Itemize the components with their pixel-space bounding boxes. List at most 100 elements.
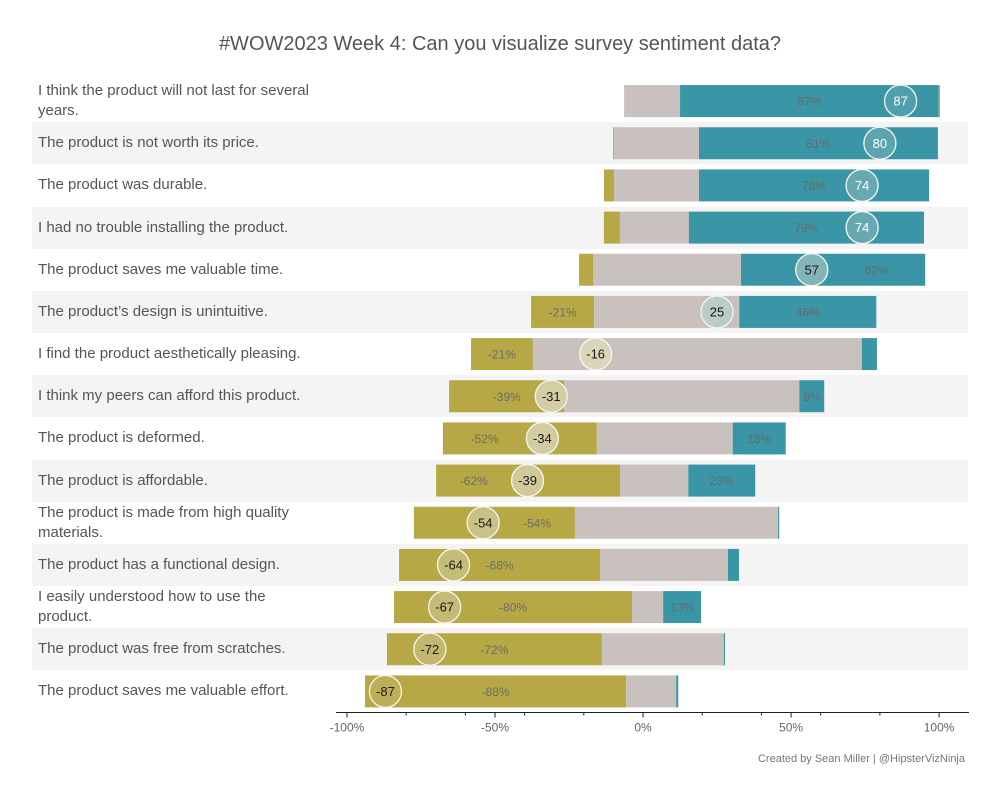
- score-marker[interactable]: -54: [466, 506, 500, 540]
- bar-segment-positive[interactable]: [732, 422, 786, 455]
- score-value-label: 87: [893, 94, 907, 109]
- score-value-label: 74: [855, 220, 869, 235]
- bar-segment-neutral[interactable]: [596, 422, 733, 455]
- bar-segment-neutral[interactable]: [600, 548, 728, 581]
- bar-segment-positive[interactable]: [723, 633, 726, 666]
- negative-percent-label: -62%: [460, 474, 488, 488]
- bar-segment-positive[interactable]: [741, 253, 926, 286]
- bar-segment-negative[interactable]: [365, 675, 627, 708]
- positive-percent-label: 79%: [794, 221, 818, 235]
- bar-segment-neutral[interactable]: [626, 675, 677, 708]
- bar-segment-neutral[interactable]: [620, 464, 689, 497]
- bar-segment-positive[interactable]: [663, 591, 702, 624]
- score-circle[interactable]: [510, 463, 545, 498]
- score-circle[interactable]: [525, 421, 560, 456]
- bar-segment-positive[interactable]: [739, 295, 877, 328]
- bar-segment-positive[interactable]: [861, 338, 877, 371]
- score-layer: 87 80 74 74 57 25 -16 -31 -34 -39 -54 -64 -67 -72 -87: [368, 84, 918, 709]
- row-label-text: The product is deformed.: [38, 429, 205, 447]
- bar-segment-positive[interactable]: [688, 464, 756, 497]
- row-label-text: I find the product aesthetically pleasin…: [38, 345, 301, 363]
- bar-segment-neutral[interactable]: [564, 380, 800, 413]
- score-value-label: 57: [805, 262, 819, 277]
- percent-label-layer: 87% 81% 78% 79% 62% -21% 46% -21% -39% 8% -52% 18% -…: [460, 95, 889, 699]
- score-marker[interactable]: 80: [863, 126, 897, 160]
- row-label-text: The product was durable.: [38, 176, 208, 194]
- chart-title: #WOW2023 Week 4: Can you visualize surve…: [218, 33, 782, 55]
- bar-segment-neutral[interactable]: [574, 506, 779, 539]
- bar-segment-positive[interactable]: [778, 506, 780, 539]
- score-marker[interactable]: 25: [700, 295, 734, 329]
- score-marker[interactable]: -67: [428, 590, 462, 624]
- score-circle[interactable]: [795, 253, 829, 287]
- score-marker[interactable]: 74: [845, 210, 879, 245]
- bar-segment-neutral[interactable]: [619, 211, 689, 244]
- positive-percent-label: 18%: [747, 432, 771, 446]
- positive-percent-label: 8%: [803, 390, 821, 404]
- score-marker[interactable]: 57: [795, 253, 829, 287]
- negative-percent-label: -52%: [471, 432, 499, 446]
- bar-segment-neutral[interactable]: [601, 633, 724, 666]
- positive-percent-label: 46%: [796, 305, 820, 319]
- row-label-text: The product is not worth its price.: [38, 134, 259, 152]
- bar-segment-neutral[interactable]: [632, 591, 664, 624]
- score-marker[interactable]: -39: [510, 463, 545, 498]
- score-marker[interactable]: -31: [534, 379, 568, 413]
- row-label: I think the product will not last for se…: [38, 80, 318, 122]
- row-label: The product saves me valuable effort.: [38, 670, 318, 712]
- row-label: The product is affordable.: [38, 460, 318, 502]
- row-label: The product was durable.: [38, 164, 318, 206]
- score-marker[interactable]: -34: [525, 421, 560, 456]
- score-marker[interactable]: -87: [368, 674, 403, 709]
- score-circle[interactable]: [863, 126, 897, 160]
- score-marker[interactable]: -72: [413, 632, 447, 666]
- score-circle[interactable]: [579, 337, 613, 371]
- score-circle[interactable]: [368, 674, 403, 709]
- bar-segment-positive[interactable]: [727, 548, 739, 581]
- bar-segment-positive[interactable]: [698, 127, 938, 160]
- bar-segment-positive[interactable]: [799, 380, 825, 413]
- negative-percent-label: -72%: [480, 643, 508, 657]
- row-label-text: The product is made from high quality ma…: [38, 503, 289, 541]
- row-label-text: The product was free from scratches.: [38, 640, 286, 658]
- bar-segment-negative[interactable]: [613, 127, 615, 160]
- score-marker[interactable]: -16: [579, 337, 613, 371]
- bar-segment-positive[interactable]: [688, 211, 924, 244]
- bar-segment-neutral[interactable]: [614, 169, 699, 202]
- bar-segment-negative[interactable]: [471, 338, 533, 371]
- score-marker[interactable]: 87: [883, 84, 918, 118]
- score-circle[interactable]: [466, 506, 500, 540]
- bar-segment-negative[interactable]: [603, 211, 620, 244]
- bar-segment-positive[interactable]: [676, 675, 679, 708]
- negative-percent-label: -68%: [486, 558, 514, 572]
- score-circle[interactable]: [436, 548, 471, 582]
- score-marker[interactable]: -64: [436, 548, 471, 582]
- score-circle[interactable]: [700, 295, 734, 329]
- bar-segment-negative[interactable]: [531, 295, 595, 328]
- bar-segment-positive[interactable]: [698, 169, 930, 202]
- score-value-label: -72: [420, 642, 439, 657]
- score-marker[interactable]: 74: [845, 168, 879, 203]
- bar-segment-negative[interactable]: [603, 169, 615, 202]
- negative-percent-label: -54%: [523, 516, 551, 530]
- row-label-text: The product’s design is unintuitive.: [38, 302, 268, 320]
- bar-segment-negative[interactable]: [399, 548, 601, 581]
- bar-segment-neutral[interactable]: [614, 127, 699, 160]
- positive-percent-label: 13%: [670, 601, 694, 615]
- row-label: The product is not worth its price.: [38, 122, 318, 164]
- score-value-label: -54: [474, 515, 493, 530]
- score-circle[interactable]: [534, 379, 568, 413]
- bar-segment-negative[interactable]: [938, 85, 940, 118]
- x-axis: -100% -50% 0% 50% 100%: [330, 712, 969, 735]
- score-circle[interactable]: [883, 84, 918, 118]
- bar-segment-negative[interactable]: [579, 253, 593, 286]
- score-circle[interactable]: [428, 590, 462, 624]
- bar-segment-neutral[interactable]: [624, 85, 681, 118]
- score-circle[interactable]: [845, 210, 879, 245]
- score-circle[interactable]: [413, 632, 447, 666]
- bar-segment-neutral[interactable]: [592, 253, 742, 286]
- score-circle[interactable]: [845, 168, 879, 203]
- bar-segment-negative[interactable]: [442, 422, 597, 455]
- row-label-text: The product has a functional design.: [38, 555, 280, 573]
